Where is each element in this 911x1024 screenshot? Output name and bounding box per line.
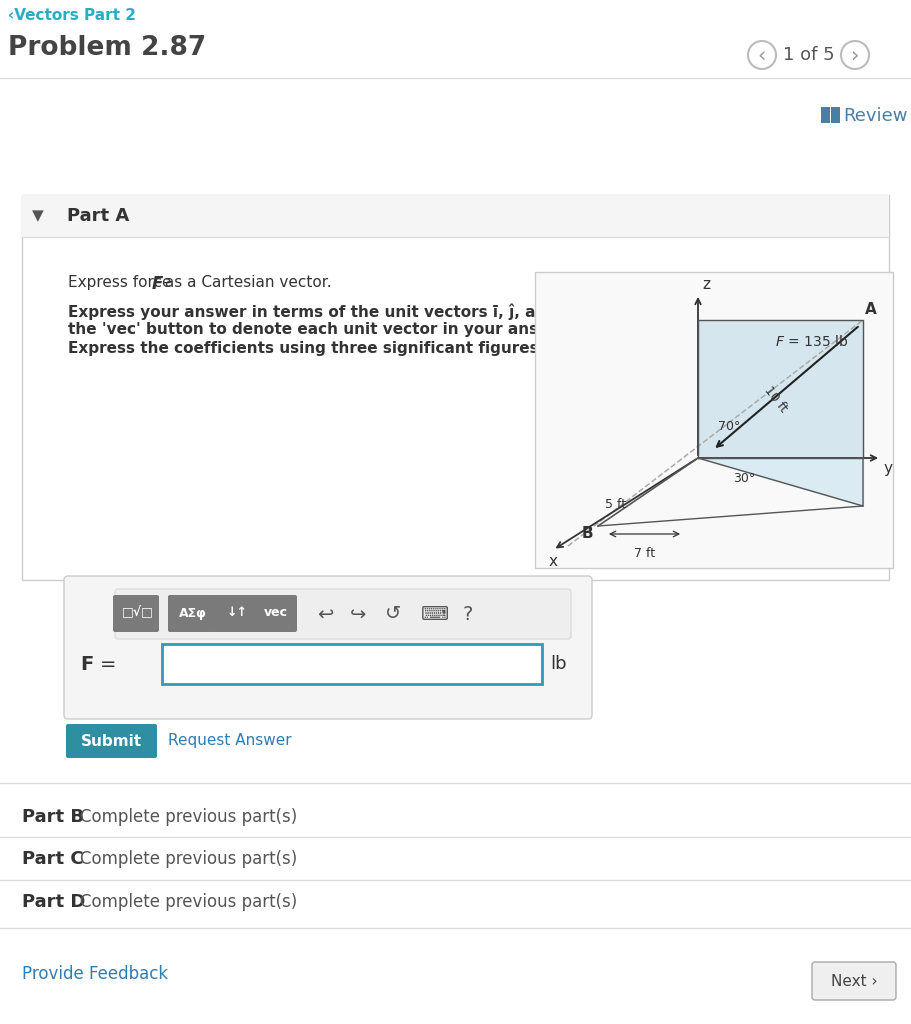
Text: lb: lb xyxy=(550,655,567,673)
FancyBboxPatch shape xyxy=(821,106,830,123)
FancyBboxPatch shape xyxy=(64,575,592,719)
Text: Provide Feedback: Provide Feedback xyxy=(22,965,169,983)
Text: ‹: ‹ xyxy=(758,45,766,65)
Polygon shape xyxy=(698,319,863,458)
Text: Part C: Part C xyxy=(22,850,84,868)
FancyBboxPatch shape xyxy=(22,195,889,237)
Text: $F$ = 135 lb: $F$ = 135 lb xyxy=(775,335,848,349)
Text: A: A xyxy=(865,302,876,317)
Text: Next ›: Next › xyxy=(831,974,877,988)
Text: 10 ft: 10 ft xyxy=(762,384,790,415)
Text: Problem 2.87: Problem 2.87 xyxy=(8,35,206,61)
Text: ‹Vectors Part 2: ‹Vectors Part 2 xyxy=(8,8,136,23)
Text: ↩: ↩ xyxy=(317,604,333,624)
FancyBboxPatch shape xyxy=(162,644,542,684)
Text: Review: Review xyxy=(843,106,907,125)
Text: Part B: Part B xyxy=(22,808,84,826)
Text: Complete previous part(s): Complete previous part(s) xyxy=(80,850,297,868)
Text: B: B xyxy=(581,526,593,542)
Text: 30°: 30° xyxy=(733,471,755,484)
FancyBboxPatch shape xyxy=(22,195,889,580)
Text: ⌨: ⌨ xyxy=(421,604,449,624)
Text: 5 ft: 5 ft xyxy=(606,498,627,511)
Text: the 'vec' button to denote each unit vector in your answer.: the 'vec' button to denote each unit vec… xyxy=(68,322,574,337)
Text: y: y xyxy=(883,461,892,476)
FancyBboxPatch shape xyxy=(831,106,840,123)
Text: ?: ? xyxy=(463,604,473,624)
Text: Express your answer in terms of the unit vectors ī, ĵ, and k̅. Use: Express your answer in terms of the unit… xyxy=(68,303,615,319)
Text: Submit: Submit xyxy=(80,733,141,749)
Text: Part A: Part A xyxy=(67,207,129,225)
Text: Express force: Express force xyxy=(68,275,177,290)
Text: z: z xyxy=(702,278,710,292)
FancyBboxPatch shape xyxy=(168,595,214,632)
FancyBboxPatch shape xyxy=(535,272,893,568)
Text: ›: › xyxy=(851,45,859,65)
Text: Express the coefficients using three significant figures.: Express the coefficients using three sig… xyxy=(68,341,544,356)
Text: ↪: ↪ xyxy=(350,604,366,624)
Text: $\mathbf{F}$ =: $\mathbf{F}$ = xyxy=(80,654,116,674)
FancyBboxPatch shape xyxy=(251,595,297,632)
FancyBboxPatch shape xyxy=(812,962,896,1000)
Text: F: F xyxy=(152,275,163,293)
Polygon shape xyxy=(698,458,863,506)
Text: 1 of 5: 1 of 5 xyxy=(783,46,834,63)
Text: as a Cartesian vector.: as a Cartesian vector. xyxy=(160,275,332,290)
FancyBboxPatch shape xyxy=(66,724,157,758)
Text: 70°: 70° xyxy=(718,420,741,432)
Text: ↓↑: ↓↑ xyxy=(227,606,248,620)
Text: ↺: ↺ xyxy=(384,604,401,624)
FancyBboxPatch shape xyxy=(212,595,258,632)
Text: vec: vec xyxy=(264,606,288,620)
Text: Complete previous part(s): Complete previous part(s) xyxy=(80,893,297,911)
Text: Part D: Part D xyxy=(22,893,86,911)
Text: Request Answer: Request Answer xyxy=(168,733,292,749)
FancyBboxPatch shape xyxy=(113,595,159,632)
FancyBboxPatch shape xyxy=(115,589,571,639)
Text: □√□: □√□ xyxy=(122,606,154,620)
Text: Complete previous part(s): Complete previous part(s) xyxy=(80,808,297,826)
Text: ΑΣφ: ΑΣφ xyxy=(179,606,207,620)
Text: 7 ft: 7 ft xyxy=(634,547,655,560)
Text: x: x xyxy=(549,554,558,569)
Text: ▼: ▼ xyxy=(32,209,44,223)
